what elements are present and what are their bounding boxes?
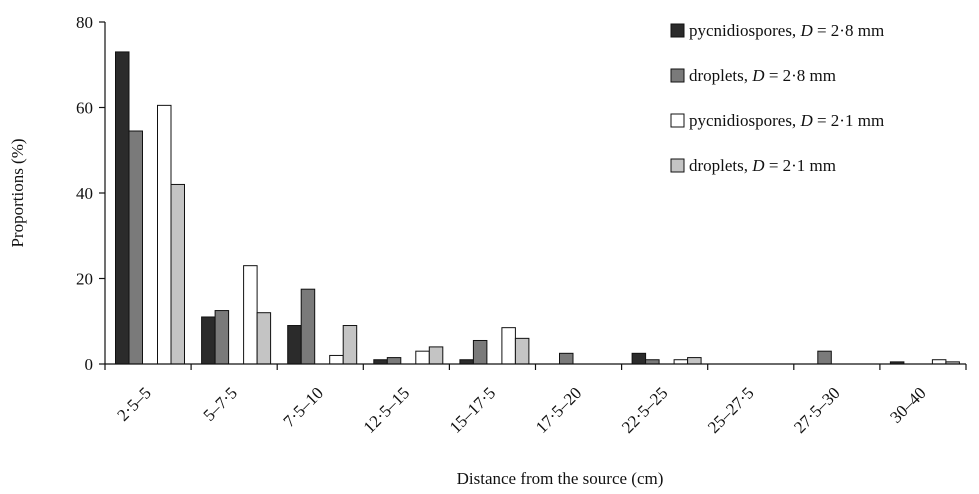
bar-series-4-cat-1 [170,183,185,365]
legend-label-3: pycnidiospores, D = 2·1 mm [689,111,884,130]
bar-series-2-cat-9 [817,350,832,365]
y-tick-label: 80 [76,13,93,32]
x-tick-label: 15–17·5 [446,383,500,437]
bar-series-2-cat-4 [386,357,402,365]
bar-series-2-cat-3 [300,288,316,365]
legend-swatch-4 [670,158,685,173]
bar-series-2-cat-7 [645,359,660,365]
x-tick-label: 5–7·5 [199,383,240,424]
y-tick-label: 40 [76,184,93,203]
bar-series-3-cat-2 [243,265,258,365]
bar-series-3-cat-5 [501,327,516,365]
x-tick-label: 17·5–20 [532,383,586,437]
bars-group [115,51,960,365]
bar-series-3-cat-3 [329,354,344,365]
bar-series-3-cat-7 [673,359,689,365]
bar-series-4-cat-2 [256,312,272,365]
bar-series-1-cat-2 [201,316,216,365]
legend-swatch-3 [670,113,685,128]
bar-series-1-cat-1 [115,51,130,365]
legend-swatch-2 [670,68,685,83]
bar-series-2-cat-1 [128,130,143,365]
bar-series-2-cat-5 [472,339,488,365]
legend: pycnidiospores, D = 2·8 mm droplets, D = … [670,21,884,175]
y-axis-title: Proportions (%) [8,138,27,247]
legend-label-1: pycnidiospores, D = 2·8 mm [689,21,884,40]
legend-swatch-1 [670,23,685,38]
y-tick-label: 20 [76,270,93,289]
bar-series-2-cat-6 [559,352,574,365]
bar-series-3-cat-4 [415,350,430,365]
x-tick-label: 2·5–5 [113,383,154,424]
bar-series-3-cat-10 [931,359,947,365]
x-tick-label: 30–40 [886,383,929,426]
x-axis-title: Distance from the source (cm) [457,469,664,488]
bar-series-1-cat-7 [631,352,647,365]
legend-label-2: droplets, D = 2·8 mm [689,66,836,85]
y-tick-label: 0 [85,355,94,374]
legend-label-4: droplets, D = 2·1 mm [689,156,836,175]
bar-series-3-cat-1 [157,104,172,365]
x-tick-label: 7·5–10 [280,383,327,430]
bar-series-2-cat-2 [214,310,230,365]
x-tick-label: 12·5–15 [360,383,414,437]
bar-series-1-cat-3 [287,325,302,365]
bar-series-1-cat-5 [459,359,474,365]
bar-series-4-cat-5 [514,337,530,365]
bar-series-1-cat-4 [373,359,388,365]
y-tick-label: 60 [76,99,93,118]
axes-group [104,22,966,365]
bar-series-4-cat-3 [342,325,358,365]
bar-series-4-cat-4 [428,346,444,365]
x-tick-label: 27·5–30 [790,383,844,437]
x-tick-label: 22·5–25 [618,383,672,437]
bar-series-4-cat-7 [687,357,702,365]
x-tick-label: 25–27·5 [704,383,758,437]
